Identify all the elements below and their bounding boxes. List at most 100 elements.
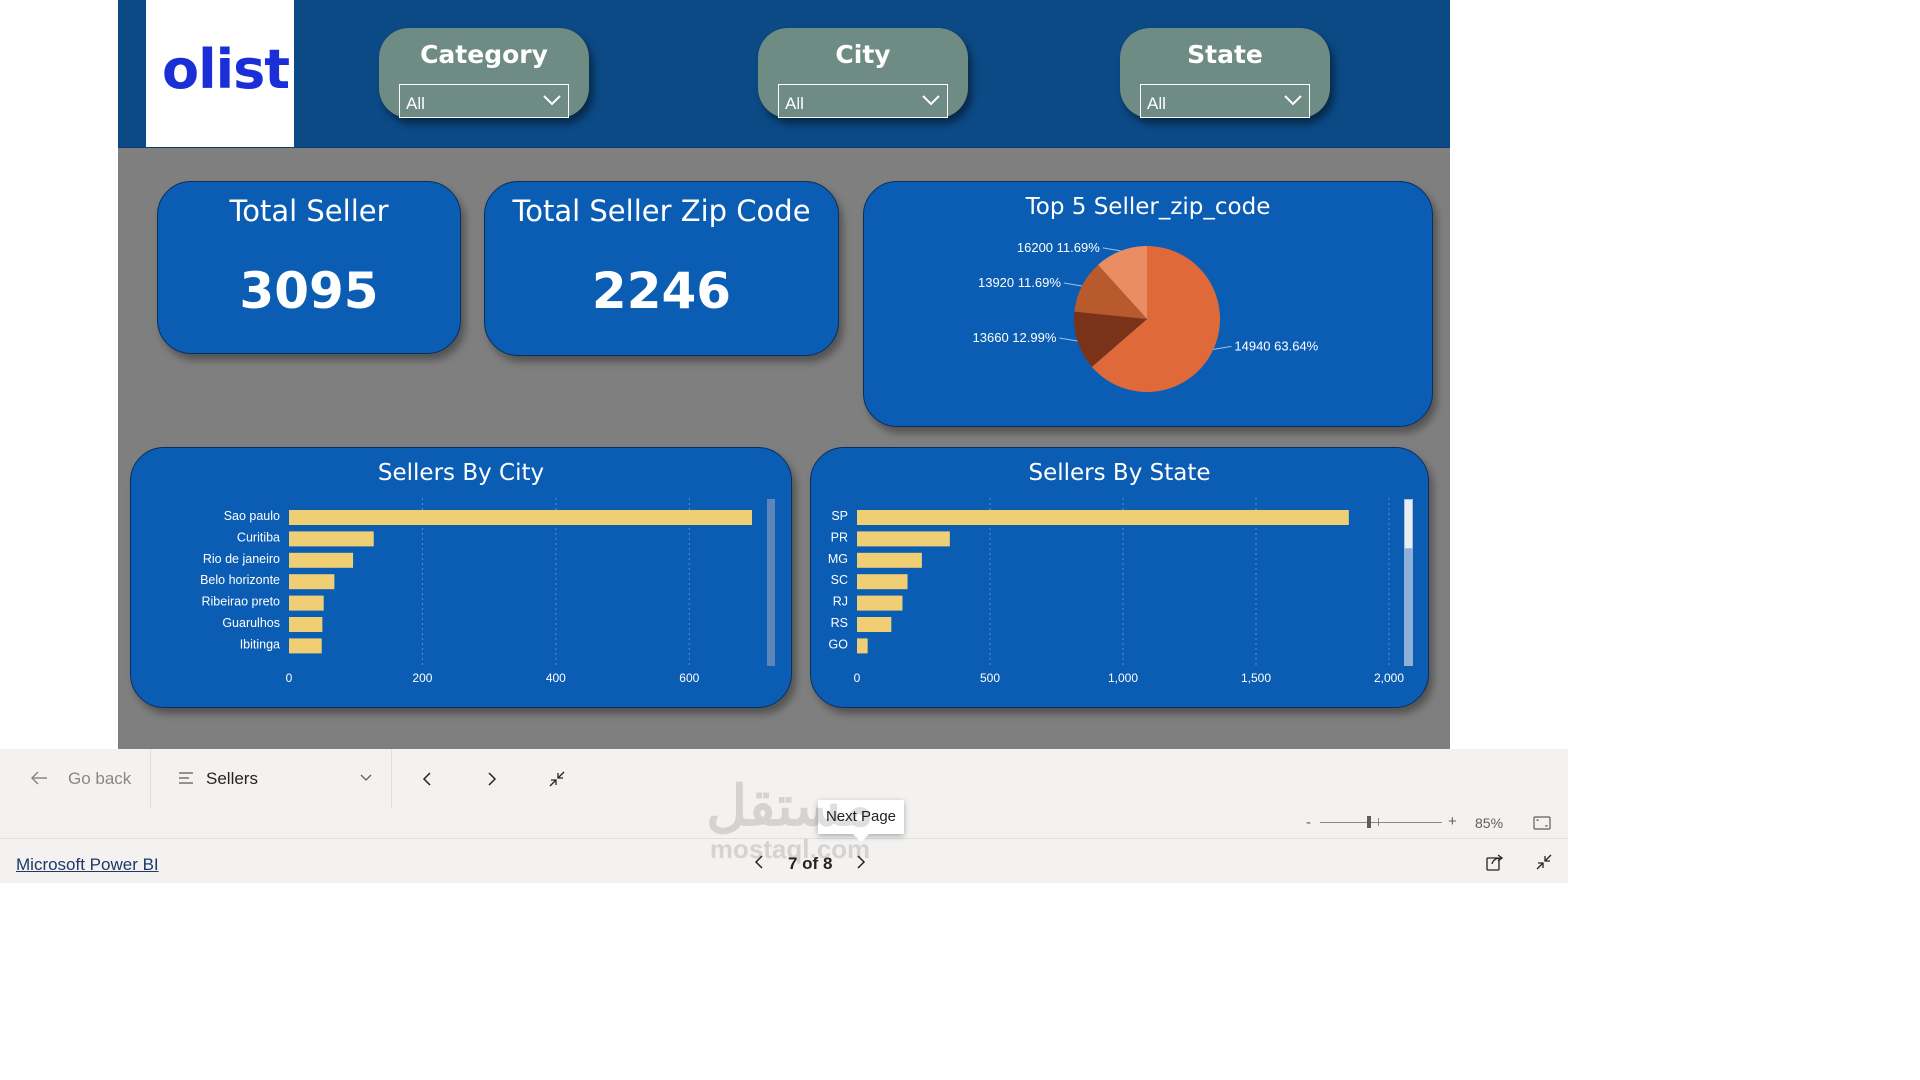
status-bar: - + 85% (0, 808, 1568, 838)
pie-slice[interactable] (1074, 311, 1147, 367)
category-slicer-title: Category (420, 40, 548, 69)
category-label: Rio de janeiro (203, 552, 280, 566)
x-tick-label: 1,000 (1108, 671, 1138, 685)
pie-data-label: 13920 11.69% (978, 275, 1061, 290)
next-page-icon[interactable] (855, 855, 867, 869)
previous-page-icon[interactable] (753, 855, 765, 869)
category-label: Belo horizonte (200, 573, 280, 587)
bar[interactable] (857, 617, 892, 632)
bar[interactable] (857, 574, 908, 590)
kpi-value: 2246 (591, 262, 732, 320)
fit-to-page-icon[interactable] (1533, 816, 1551, 830)
pie-data-label: 13660 12.99% (973, 330, 1057, 345)
page-list-icon (179, 772, 193, 784)
pie-leader-line (1102, 247, 1121, 252)
category-label: RS (831, 616, 848, 630)
kpi-title: Total Seller Zip Code (512, 194, 811, 228)
pie-data-label: 14940 63.64% (1234, 338, 1318, 353)
x-tick-label: 2,000 (1374, 671, 1404, 685)
pie-chart-title: Top 5 Seller_zip_code (1025, 194, 1271, 220)
chevron-down-icon (1284, 95, 1302, 106)
city-dropdown-value: All (785, 94, 804, 113)
category-label: Ibitinga (240, 637, 280, 651)
bar[interactable] (289, 531, 374, 547)
x-tick-label: 500 (980, 671, 1000, 685)
go-back-label: Go back (68, 769, 132, 788)
x-tick-label: 1,500 (1241, 671, 1271, 685)
category-label: RJ (833, 595, 848, 609)
zoom-slider[interactable] (1320, 816, 1442, 828)
bar[interactable] (857, 595, 903, 611)
category-dropdown-value: All (406, 94, 425, 113)
scrollbar-thumb[interactable] (1404, 499, 1413, 549)
category-label: SC (831, 573, 848, 587)
state-chart-title: Sellers By State (1028, 460, 1211, 486)
city-slicer: City All (758, 28, 968, 118)
city-bar-chart: 0 200 400 600 Sao paulo Curitiba Rio de janeir… (200, 498, 752, 685)
zoom-out-button[interactable]: - (1306, 814, 1311, 831)
pie-leader-line (1213, 345, 1232, 350)
kpi-value: 3095 (239, 262, 379, 320)
logo: olist (146, 0, 294, 147)
state-chart-card: Sellers By State 0 500 1,000 1,500 2,000 SP PR… (810, 447, 1429, 708)
pie-slice[interactable] (1074, 264, 1147, 319)
zoom-in-button[interactable]: + (1448, 813, 1457, 830)
bar[interactable] (289, 638, 322, 654)
report-canvas: olist Category All City All State All (118, 0, 1450, 749)
x-tick-label: 200 (412, 671, 432, 685)
footer: Microsoft Power BI 7 of 8 (0, 838, 1568, 883)
power-bi-link[interactable]: Microsoft Power BI (16, 855, 159, 874)
kpi-card-total-seller: Total Seller 3095 (157, 181, 461, 354)
state-slicer: State All (1120, 28, 1330, 118)
city-chart-card: Sellers By City 0 200 400 600 Sao paulo Curit… (130, 447, 792, 708)
bar[interactable] (857, 510, 1349, 525)
bar[interactable] (857, 638, 868, 654)
category-label: Sao paulo (224, 509, 280, 523)
next-page-icon[interactable] (485, 771, 499, 787)
page-select-dropdown[interactable]: Sellers (151, 749, 391, 808)
pie-slice[interactable] (1098, 246, 1147, 319)
chevron-down-icon (543, 95, 561, 106)
zoom-slider-thumb[interactable] (1367, 816, 1372, 828)
category-label: Guarulhos (222, 616, 280, 630)
logo-text: olist (162, 38, 290, 101)
chevron-down-icon (360, 774, 372, 781)
category-label: PR (831, 530, 848, 544)
exit-fullscreen-icon[interactable] (1535, 853, 1553, 871)
pie-data-label: 16200 11.69% (1017, 240, 1100, 255)
chevron-down-icon (922, 95, 940, 106)
bar[interactable] (289, 574, 335, 590)
exit-fullscreen-icon[interactable] (549, 771, 565, 787)
divider (391, 749, 392, 808)
pie-slice[interactable] (1091, 246, 1220, 392)
category-dropdown[interactable]: All (399, 84, 569, 118)
x-tick-label: 400 (546, 671, 566, 685)
pie-leader-line (1059, 337, 1078, 342)
category-label: SP (831, 509, 848, 523)
category-label: Curitiba (237, 530, 280, 544)
share-icon[interactable] (1486, 853, 1504, 871)
x-tick-label: 0 (854, 671, 861, 685)
category-slicer: Category All (379, 28, 589, 118)
previous-page-icon[interactable] (420, 771, 434, 787)
x-tick-label: 0 (286, 671, 293, 685)
bar[interactable] (857, 552, 922, 568)
go-back-button[interactable]: Go back (0, 749, 150, 808)
page-select-value: Sellers (206, 769, 258, 788)
city-chart-scrollbar[interactable] (767, 499, 775, 666)
kpi-title: Total Seller (229, 194, 389, 228)
state-dropdown-value: All (1147, 94, 1166, 113)
report-toolbar: Go back Sellers (0, 749, 1568, 809)
report-header: olist Category All City All State All (118, 0, 1450, 148)
state-dropdown[interactable]: All (1140, 84, 1310, 118)
state-chart-scrollbar[interactable] (1404, 499, 1413, 666)
bar[interactable] (289, 510, 752, 525)
city-dropdown[interactable]: All (778, 84, 948, 118)
bar[interactable] (857, 531, 950, 547)
scrollbar-thumb[interactable] (767, 499, 775, 666)
bar[interactable] (289, 617, 323, 632)
kpi-card-total-seller-zip: Total Seller Zip Code 2246 (484, 181, 839, 356)
bar[interactable] (289, 552, 354, 568)
bar[interactable] (289, 595, 324, 611)
zoom-midpoint-tick (1378, 818, 1379, 826)
